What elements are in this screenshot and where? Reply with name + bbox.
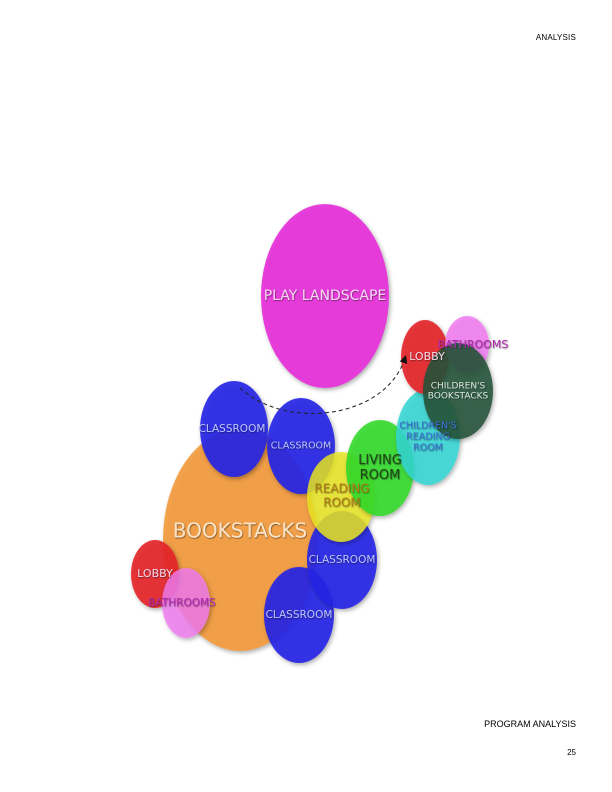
childrens-reading-room-label: READING (406, 432, 450, 443)
bathrooms-top-label: BATHROOMS (438, 338, 509, 351)
classroom-2-label: CLASSROOM (271, 441, 331, 452)
childrens-bookstacks-label: CHILDREN'S (431, 381, 486, 391)
reading-room-label: ROOM (323, 495, 361, 509)
page-title: PROGRAM ANALYSIS (484, 719, 576, 729)
reading-room-label: READING (314, 482, 369, 496)
classroom-3-label: CLASSROOM (309, 554, 376, 566)
living-room-label: ROOM (360, 468, 401, 483)
childrens-bookstacks-label: BOOKSTACKS (428, 392, 489, 402)
childrens-reading-room-label: ROOM (413, 442, 443, 453)
play-landscape-label: PLAY LANDSCAPE (264, 288, 387, 304)
bookstacks-label: BOOKSTACKS (173, 519, 307, 543)
classroom-4-label: CLASSROOM (266, 609, 333, 621)
childrens-reading-room-label: CHILDREN'S (399, 421, 457, 432)
living-room-label: LIVING (358, 453, 402, 468)
classroom-1-label: CLASSROOM (199, 423, 266, 435)
bathrooms-bottom-label: BATHROOMS (148, 597, 216, 609)
lobby-top-label: LOBBY (409, 350, 445, 363)
lobby-bottom-label: LOBBY (137, 567, 173, 580)
page-number: 25 (567, 748, 576, 757)
